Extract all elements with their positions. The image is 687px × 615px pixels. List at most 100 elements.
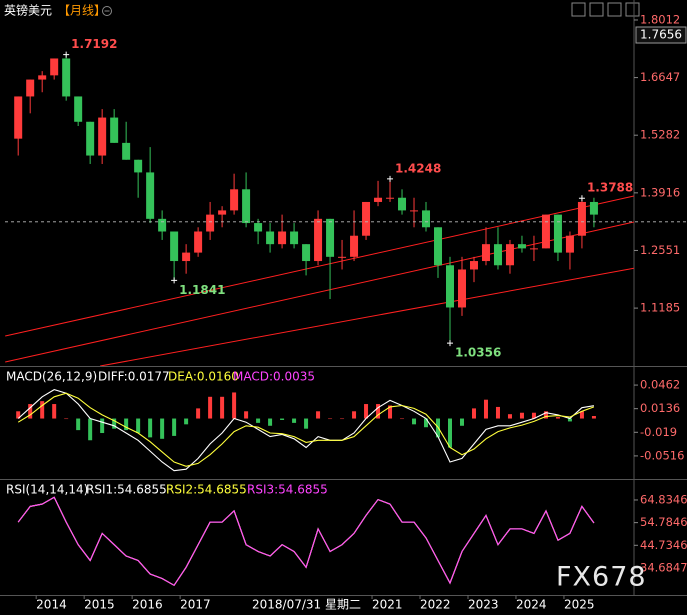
macd-bar	[543, 411, 548, 419]
candle-body	[481, 244, 490, 262]
extreme-marker	[387, 175, 394, 182]
macd-bar	[424, 418, 429, 428]
extreme-label: 1.7192	[71, 37, 117, 51]
macd-bar	[40, 401, 45, 419]
x-tick-label: 2024	[516, 598, 547, 612]
tool-button[interactable]	[589, 2, 604, 17]
x-tick-label: 2015	[84, 598, 115, 612]
candle-body	[422, 210, 431, 228]
macd-bar	[376, 404, 381, 419]
macd-bar	[519, 412, 524, 419]
candle-body	[254, 223, 263, 232]
macd-bar	[220, 396, 225, 419]
macd-bar	[148, 418, 153, 438]
macd-bar	[124, 418, 129, 431]
candle-body	[278, 231, 287, 245]
legend-rsi2: RSI2:54.6855	[166, 483, 247, 497]
candle-body	[158, 218, 167, 232]
macd-bar	[208, 396, 213, 419]
macd-bar	[304, 418, 309, 429]
macd-bar	[244, 411, 249, 419]
candle-body	[134, 159, 143, 173]
candle-body	[326, 218, 335, 257]
macd-bar	[76, 418, 81, 431]
tool-button[interactable]	[625, 2, 640, 17]
extreme-label: 1.3788	[587, 181, 633, 195]
candle-body	[194, 231, 203, 253]
macd-bar	[555, 417, 560, 419]
period[interactable]: 【月线】	[58, 4, 106, 18]
macd-bar	[16, 411, 21, 419]
candle-body	[110, 117, 119, 143]
x-tick-label: 2016	[132, 598, 163, 612]
candle-body	[386, 197, 395, 199]
y-tick-label: 64.8346	[640, 492, 687, 506]
macd-bar	[388, 405, 393, 419]
trend-line	[5, 195, 634, 337]
candle-body	[338, 256, 347, 258]
candle-body	[517, 244, 526, 249]
macd-bar	[352, 411, 357, 419]
macd-bar	[364, 404, 369, 419]
candle-body	[38, 75, 47, 80]
macd-bar	[483, 399, 488, 419]
crosshair-x-label: 2018/07/31 星期二	[252, 598, 361, 612]
candle-body	[146, 172, 155, 219]
candle-body	[541, 214, 550, 249]
candle-body	[218, 210, 227, 215]
legend-diff: DIFF:0.0177	[98, 370, 170, 384]
candle-body	[529, 248, 538, 250]
extreme-label: 1.1841	[179, 283, 225, 297]
macd-bar	[567, 418, 572, 422]
candle-body	[62, 58, 71, 97]
price-pane	[5, 54, 634, 366]
legend-dea: DEA:0.0160	[168, 370, 239, 384]
crosshair-y-label: 1.7656	[640, 28, 682, 42]
candle-body	[302, 244, 311, 262]
extreme-marker	[63, 51, 70, 58]
frame	[0, 0, 687, 596]
y-tick-label: 44.7346	[640, 538, 687, 552]
candle-body	[50, 58, 59, 76]
macd-bar	[64, 418, 69, 420]
candle-body	[493, 244, 502, 266]
candle-body	[565, 235, 574, 253]
candle-body	[26, 79, 35, 97]
y-tick-label: 1.5282	[640, 128, 680, 142]
indicator-line	[17, 496, 595, 587]
candle-body	[182, 252, 191, 262]
tool-button[interactable]	[571, 2, 586, 17]
indicator-line	[17, 496, 595, 587]
candle-body	[398, 197, 407, 211]
y-tick-label: 1.1185	[640, 301, 680, 315]
x-tick-label: 2014	[36, 598, 67, 612]
macd-bar	[28, 404, 33, 419]
macd-bar	[340, 418, 345, 420]
toolbar	[102, 2, 640, 17]
candle-body	[350, 235, 359, 257]
legend-macd: MACD:0.0035	[233, 370, 315, 384]
macd-bar	[316, 411, 321, 419]
trend-line	[100, 267, 634, 366]
macd-bar	[268, 418, 273, 426]
macd-bar	[591, 415, 596, 419]
macd-bar	[136, 418, 141, 434]
extreme-marker	[578, 195, 585, 202]
trend-line	[5, 221, 634, 363]
y-tick-label: 1.3916	[640, 185, 680, 199]
macd-bar	[112, 418, 117, 429]
candle-body	[457, 269, 466, 308]
crosshair-y-box	[635, 26, 687, 44]
macd-bar	[459, 418, 464, 426]
x-tick-label: 2022	[420, 598, 451, 612]
macd-bar	[448, 418, 453, 448]
candle-body	[98, 117, 107, 156]
macd-bar	[196, 408, 201, 419]
candle-body	[362, 201, 371, 236]
zoom-icon[interactable]	[102, 6, 112, 16]
macd-bar	[292, 418, 297, 423]
x-tick-label: 2025	[564, 598, 595, 612]
candle-body	[314, 218, 323, 262]
macd-bar	[256, 418, 261, 423]
tool-button[interactable]	[607, 2, 622, 17]
